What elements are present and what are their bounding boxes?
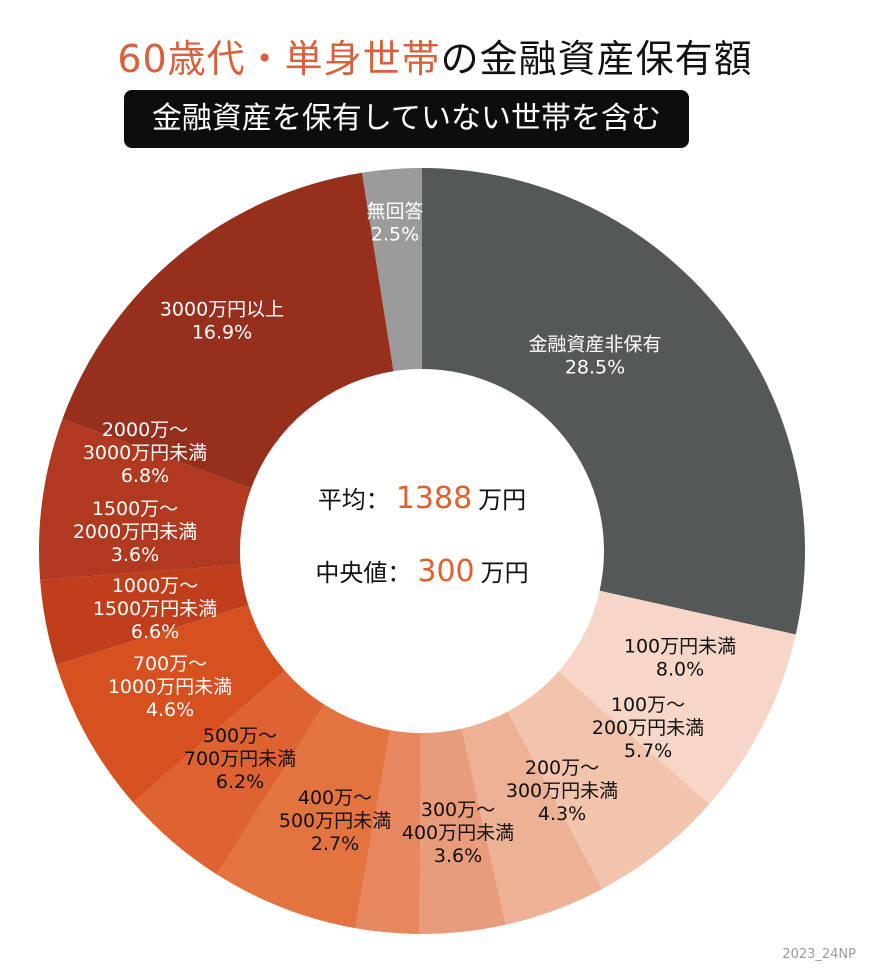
slice-label: 2000万～ 3000万円未満 6.8% <box>83 419 207 487</box>
slice-label: 1500万～ 2000万円未満 3.6% <box>73 498 197 566</box>
slice-label-percent: 2.5% <box>371 224 419 246</box>
slice-label: 無回答 2.5% <box>366 201 423 246</box>
slice-label-percent: 6.6% <box>131 621 179 643</box>
slice-label-category: 100万～ <box>611 694 685 716</box>
mean-unit: 万円 <box>478 486 527 514</box>
slice-label-percent: 6.8% <box>121 465 169 487</box>
slice-label-percent: 5.7% <box>624 740 672 762</box>
credit-text: 2023_24NP <box>782 947 856 962</box>
slice-label-category: 400万～ <box>298 787 372 809</box>
title-rest: の金融資産保有額 <box>440 37 753 81</box>
slice-label: 100万円未満 8.0% <box>624 636 736 681</box>
donut-slice <box>56 605 285 803</box>
slice-label-category: 1000万円未満 <box>108 676 232 698</box>
donut-slice <box>507 671 710 889</box>
slice-label: 700万～ 1000万円未満 4.6% <box>108 653 232 721</box>
slice-label-category: 2000万円未満 <box>73 521 197 543</box>
slice-label-category: 100万円未満 <box>624 636 736 658</box>
slice-label-category: 1500万～ <box>92 498 178 520</box>
donut-slice <box>362 168 422 372</box>
donut-slice <box>39 419 252 580</box>
median-unit: 万円 <box>480 559 529 587</box>
slice-label-category: 400万円未満 <box>402 822 514 844</box>
slice-label-category: 500万～ <box>203 725 277 747</box>
slice-label-category: 300万～ <box>421 799 495 821</box>
slice-label-percent: 4.6% <box>146 699 194 721</box>
slice-label: 500万～ 700万円未満 6.2% <box>184 725 296 793</box>
slice-label: 200万～ 300万円未満 4.3% <box>506 757 618 825</box>
slice-label-category: 200万～ <box>525 757 599 779</box>
slice-label-percent: 3.6% <box>434 845 482 867</box>
title-accent: 60歳代・単身世帯 <box>117 37 441 81</box>
slice-label-category: 無回答 <box>366 201 423 223</box>
slice-label-category: 700万円未満 <box>184 748 296 770</box>
donut-slice <box>216 704 391 929</box>
slice-label-category: 1500万円未満 <box>93 598 217 620</box>
slice-label-percent: 8.0% <box>656 659 704 681</box>
slice-label-category: 2000万～ <box>102 419 188 441</box>
donut-slice <box>354 730 421 934</box>
median-value: 300 <box>417 554 475 589</box>
mean-label: 平均： <box>317 486 390 514</box>
slice-label-category: 500万円未満 <box>279 810 391 832</box>
slice-label-category: 700万～ <box>133 653 207 675</box>
mean-value: 1388 <box>395 481 473 516</box>
median-label: 中央値： <box>315 559 412 587</box>
median-readout: 中央値： 300 万円 <box>247 553 597 589</box>
slice-label: 3000万円以上 16.9% <box>160 299 284 344</box>
slice-label: 400万～ 500万円未満 2.7% <box>279 787 391 855</box>
donut-slice <box>422 168 806 635</box>
slice-label-category: 300万円未満 <box>506 780 618 802</box>
donut-slice <box>40 564 249 665</box>
slice-label-category: 金融資産非保有 <box>528 334 661 356</box>
slice-label-category: 200万円未満 <box>592 717 704 739</box>
donut-slice <box>461 711 603 925</box>
slice-label-percent: 6.2% <box>216 771 264 793</box>
slice-label-percent: 16.9% <box>192 322 252 344</box>
slice-label: 300万～ 400万円未満 3.6% <box>402 799 514 867</box>
slice-label-category: 3000万円以上 <box>160 299 284 321</box>
donut-slice <box>133 670 325 875</box>
slice-label: 1000万～ 1500万円未満 6.6% <box>93 575 217 643</box>
slice-label-category: 3000万円未満 <box>83 442 207 464</box>
slice-label-percent: 28.5% <box>565 357 625 379</box>
donut-slice <box>62 172 394 489</box>
subtitle-badge: 金融資産を保有していない世帯を含む <box>124 90 689 148</box>
donut-slice <box>558 590 796 805</box>
chart-title: 60歳代・単身世帯の金融資産保有額 <box>0 28 870 83</box>
slice-label: 100万～ 200万円未満 5.7% <box>592 694 704 762</box>
slice-label: 金融資産非保有 28.5% <box>528 334 661 379</box>
mean-readout: 平均： 1388 万円 <box>247 480 597 516</box>
slice-label-percent: 2.7% <box>311 833 359 855</box>
slice-label-percent: 4.3% <box>538 803 586 825</box>
slice-label-percent: 3.6% <box>111 544 159 566</box>
slice-label-category: 1000万～ <box>112 575 198 597</box>
donut-slice <box>419 728 506 934</box>
